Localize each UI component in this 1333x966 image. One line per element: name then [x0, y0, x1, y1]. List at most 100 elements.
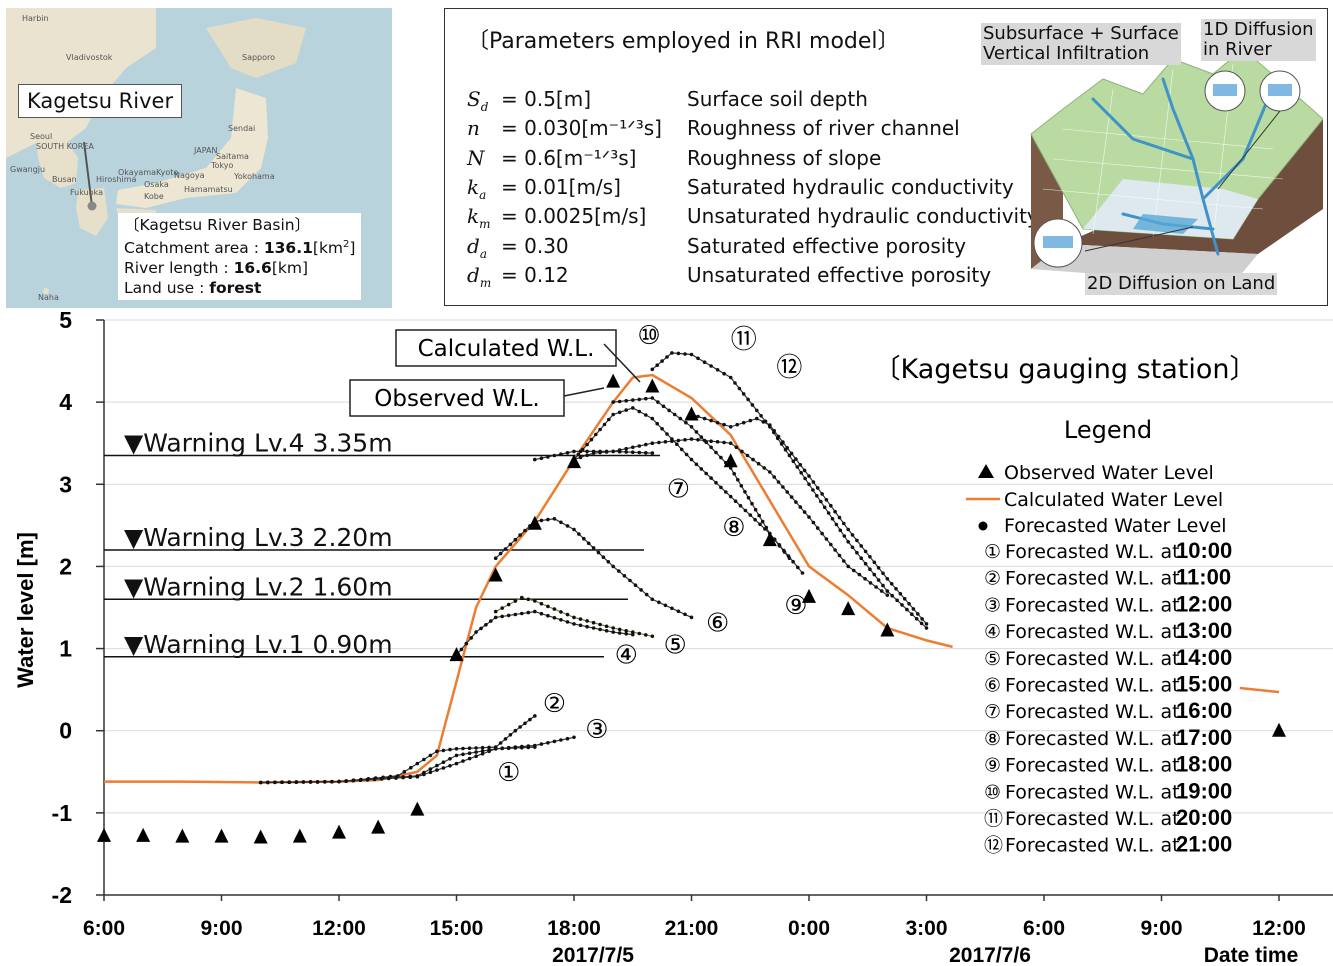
- forecast-point: [474, 746, 478, 750]
- forecast-point: [709, 445, 713, 450]
- forecast-point: [650, 597, 655, 602]
- forecast-point: [807, 482, 811, 487]
- warning-label: ▼Warning Lv.2 1.60m: [124, 572, 393, 601]
- forecast-point: [889, 582, 894, 586]
- forecast-point: [474, 630, 478, 634]
- forecast-point: [435, 749, 439, 754]
- forecast-point: [715, 420, 720, 425]
- forecast-point: [772, 475, 776, 479]
- forecast-point: [606, 560, 611, 564]
- basin-landuse-row: Land use : forest: [124, 278, 355, 298]
- forecast-point: [868, 581, 873, 585]
- y-tick-label: 4: [59, 389, 72, 415]
- forecast-point: [565, 620, 570, 624]
- forecast-legend-prefix: Forecasted W.L. at: [1005, 701, 1180, 723]
- forecast-legend-prefix: Forecasted W.L. at: [1005, 594, 1180, 616]
- forecast-point: [661, 404, 666, 409]
- calculated-callout-box: [395, 329, 617, 367]
- map-place-label: Kobe: [144, 192, 164, 201]
- forecast-point: [441, 760, 446, 764]
- parameter-symbol: dm: [467, 262, 492, 290]
- forecast-point: [748, 418, 753, 423]
- forecast-point: [728, 441, 733, 445]
- observed-point: [645, 378, 660, 393]
- forecast-point: [879, 589, 884, 593]
- basin-catchment-label: Catchment area :: [124, 239, 264, 258]
- forecast-point: [365, 777, 370, 782]
- forecast-point: [513, 728, 518, 733]
- warning-label: ▼Warning Lv.4 3.35m: [124, 429, 393, 458]
- map-place-label: Kyoto: [156, 168, 179, 177]
- y-tick-label: 0: [59, 718, 72, 744]
- forecast-point: [467, 751, 472, 755]
- forecast-point: [520, 611, 524, 616]
- forecast-point: [474, 750, 478, 754]
- forecast-legend-time: 19:00: [1176, 778, 1232, 803]
- forecast-point: [461, 759, 465, 763]
- forecast-series-line: [651, 352, 927, 629]
- forecast-number-label: ⑩: [637, 321, 660, 351]
- forecast-number-label: ③: [585, 715, 608, 745]
- forecast-point: [526, 610, 531, 615]
- forecast-point: [837, 553, 842, 558]
- forecast-point: [526, 597, 531, 602]
- forecast-point: [637, 450, 642, 455]
- date-label: 2017/7/5: [552, 944, 634, 966]
- forecast-point: [781, 440, 785, 444]
- forecast-point: [546, 613, 550, 618]
- forecast-point: [513, 612, 518, 617]
- parameter-value: = 0.0025[m/s]: [501, 204, 647, 229]
- y-tick-label: -2: [52, 882, 72, 908]
- forecast-point: [842, 534, 847, 538]
- forecast-point: [834, 522, 839, 527]
- forecast-point: [633, 583, 638, 587]
- forecast-point: [637, 397, 642, 402]
- forecast-point: [715, 440, 720, 444]
- diagram-label-river-line2: in River: [1203, 39, 1272, 60]
- forecast-point: [655, 421, 659, 426]
- forecast-point: [857, 572, 862, 577]
- forecast-point: [351, 778, 356, 783]
- forecast-point: [876, 566, 881, 570]
- forecast-point: [435, 763, 439, 768]
- x-tick-label: 12:00: [312, 917, 366, 940]
- diagram-label-land: 2D Diffusion on Land: [1085, 273, 1278, 295]
- forecast-point: [533, 609, 537, 614]
- forecast-point: [559, 618, 563, 622]
- forecast-point: [520, 744, 524, 749]
- forecast-point: [881, 583, 885, 588]
- forecast-point: [513, 599, 518, 603]
- legend-calculated-label: Calculated Water Level: [1004, 489, 1223, 511]
- forecast-point: [523, 528, 527, 533]
- forecast-point: [735, 422, 739, 427]
- diagram-label-subsurface: Subsurface + Surface Vertical Infiltrati…: [981, 23, 1181, 65]
- forecast-series-line: [691, 413, 927, 625]
- observed-point: [410, 801, 425, 816]
- forecast-point: [559, 520, 563, 525]
- diagram-inset-1-cell: [1213, 84, 1237, 96]
- forecast-point: [508, 542, 513, 547]
- forecast-point: [461, 752, 465, 757]
- forecast-point: [657, 440, 661, 445]
- forecast-point: [815, 486, 820, 490]
- forecast-point: [670, 439, 674, 443]
- forecast-legend-prefix: Forecasted W.L. at: [1005, 568, 1180, 590]
- parameter-value: = 0.030[m⁻¹ᐟ³s]: [501, 116, 662, 141]
- date-label: 2017/7/6: [949, 944, 1031, 966]
- forecast-number-label: ⑦: [667, 474, 690, 504]
- forecast-point: [594, 432, 598, 437]
- forecast-point: [301, 780, 306, 784]
- forecast-point: [863, 577, 867, 581]
- x-tick-label: 6:00: [1023, 917, 1065, 940]
- basin-catchment-unit: [km: [312, 239, 344, 258]
- forecast-point: [660, 359, 664, 363]
- observed-point: [136, 827, 151, 842]
- water-level-chart: -2 -1 0 1 2 3 4 5 6:00 9:00 12:00 15:00 18:00 21:00 0:…: [13, 310, 1333, 966]
- forecast-point: [572, 622, 576, 626]
- forecast-point: [650, 634, 655, 639]
- forecast-point: [624, 629, 628, 633]
- forecast-point: [461, 746, 465, 751]
- forecast-point: [617, 448, 622, 452]
- forecast-point: [798, 505, 803, 509]
- forecast-point: [741, 392, 746, 396]
